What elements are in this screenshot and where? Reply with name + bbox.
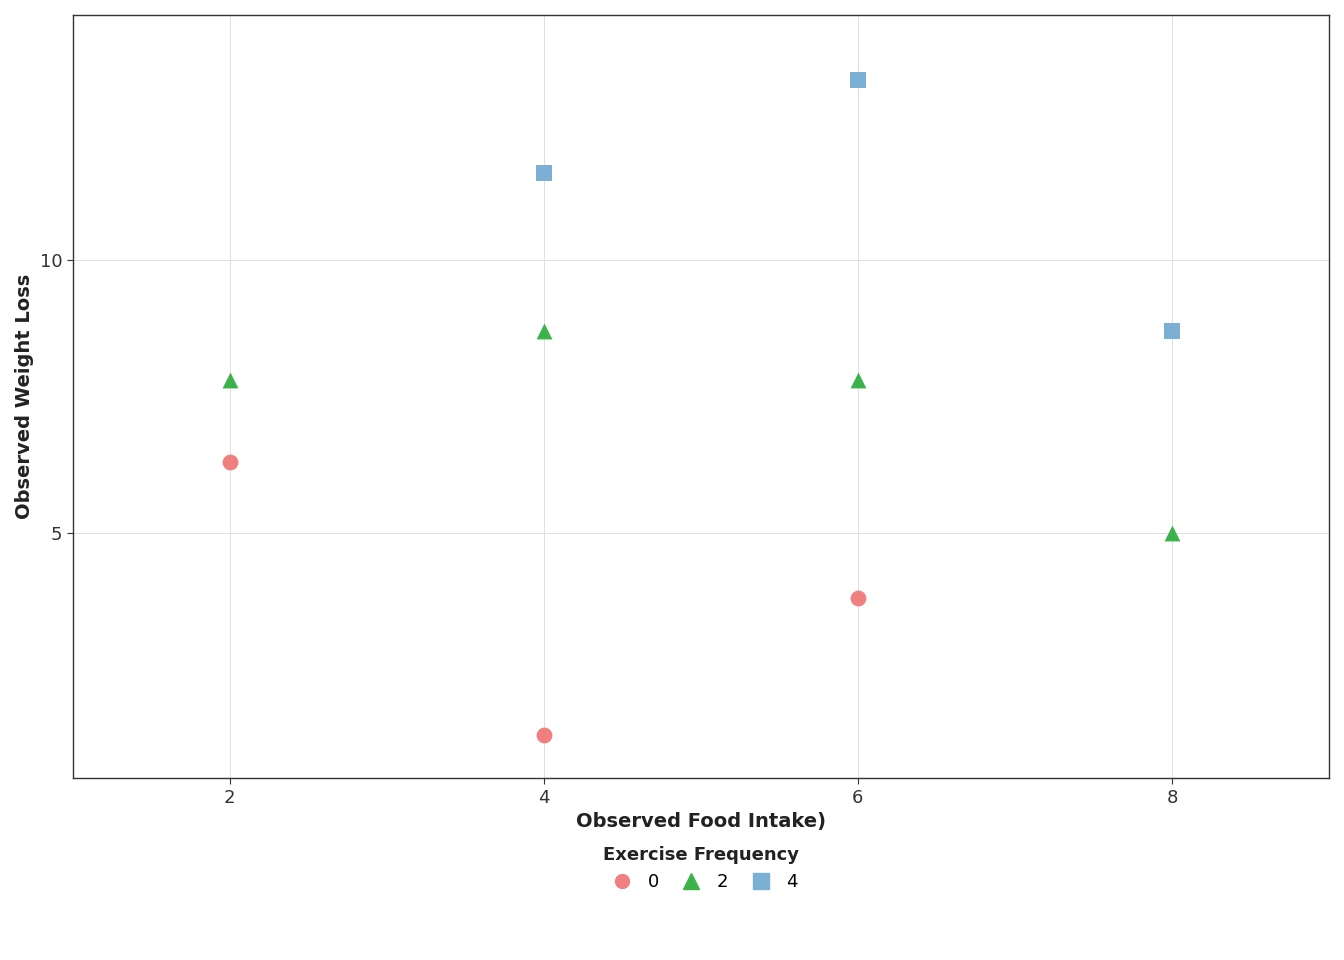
2 bbox=[219, 372, 241, 388]
4 bbox=[1161, 324, 1183, 339]
0 bbox=[534, 727, 555, 742]
2 bbox=[1161, 525, 1183, 540]
2 bbox=[534, 324, 555, 339]
2 bbox=[847, 372, 868, 388]
X-axis label: Observed Food Intake): Observed Food Intake) bbox=[575, 812, 825, 831]
4 bbox=[534, 165, 555, 180]
4 bbox=[847, 73, 868, 88]
Y-axis label: Observed Weight Loss: Observed Weight Loss bbox=[15, 274, 34, 519]
Legend: 0, 2, 4: 0, 2, 4 bbox=[603, 846, 798, 891]
0 bbox=[847, 590, 868, 606]
0 bbox=[219, 454, 241, 469]
